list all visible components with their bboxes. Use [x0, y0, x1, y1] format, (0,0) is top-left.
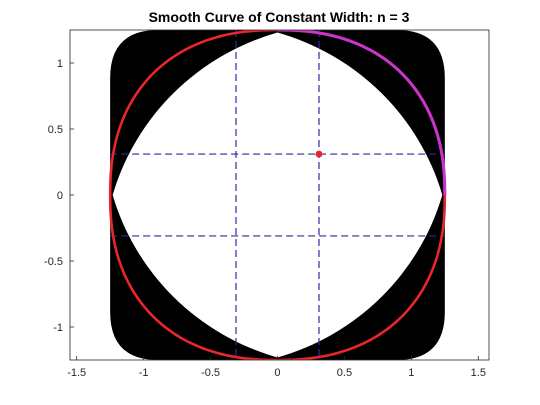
- x-tick-label: 1.5: [471, 367, 486, 379]
- marker-point: [315, 150, 323, 158]
- y-tick-label: 0: [57, 190, 63, 202]
- x-tick-label: -0.5: [201, 367, 220, 379]
- x-tick-label: -1: [139, 367, 149, 379]
- x-tick-label: -1.5: [67, 367, 86, 379]
- chart-title: Smooth Curve of Constant Width: n = 3: [149, 9, 410, 25]
- x-tick-label: 0.5: [337, 367, 352, 379]
- y-tick-label: 0.5: [48, 124, 63, 136]
- y-tick-label: -0.5: [44, 256, 63, 268]
- x-tick-label: 0: [274, 367, 280, 379]
- sweep-band: [110, 30, 445, 360]
- y-tick-label: -1: [53, 322, 63, 334]
- plot-content: [108, 30, 447, 360]
- y-axis: -1 -0.5 0 0.5 1: [44, 58, 74, 334]
- highlight-arc: [277, 30, 447, 195]
- x-axis: -1.5 -1 -0.5 0 0.5 1 1.5: [67, 356, 486, 379]
- y-tick-label: 1: [57, 58, 63, 70]
- dashed-guides: [110, 30, 445, 360]
- x-tick-label: 1: [408, 367, 414, 379]
